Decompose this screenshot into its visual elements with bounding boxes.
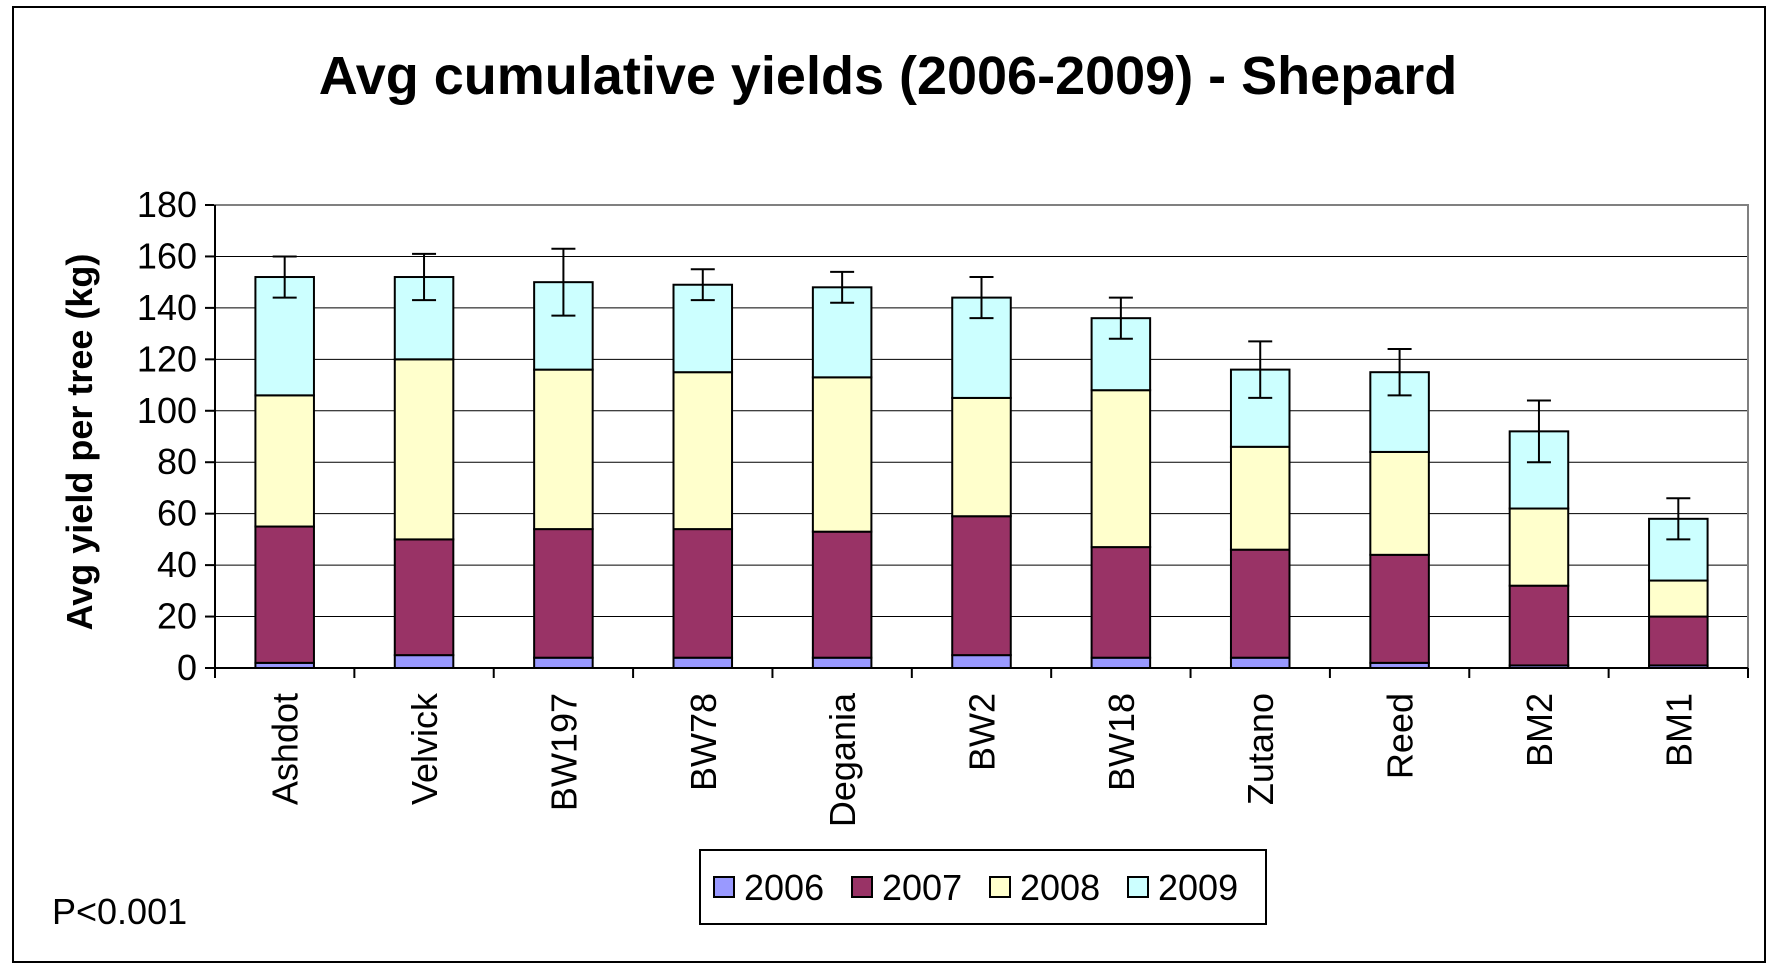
legend-label-2009: 2009	[1158, 867, 1238, 908]
legend-swatch-2006	[713, 876, 735, 898]
y-axis-label: Avg yield per tree (kg)	[59, 254, 100, 631]
bar-2007-BW2	[951, 515, 1012, 657]
bar-2008-Reed	[1369, 450, 1430, 556]
bar-2006-BW78	[672, 656, 734, 670]
y-tick-label: 100	[137, 390, 197, 431]
bar-2008-BW78	[672, 371, 734, 531]
bar-2007-Zutano	[1229, 548, 1291, 659]
legend-swatch-2008	[989, 876, 1011, 898]
bar-2006-Velvick	[393, 654, 455, 670]
bar-2006-Degania	[811, 656, 873, 670]
bar-2009-Zutano	[1229, 368, 1291, 448]
y-tick-label: 120	[137, 338, 197, 379]
legend-swatch-2007	[851, 876, 873, 898]
legend-label-2006: 2006	[744, 867, 824, 908]
bar-2008-Velvick	[393, 358, 455, 541]
x-tick-label: BW197	[543, 693, 584, 811]
bar-2006-BW2	[951, 654, 1012, 670]
bar-2008-BW18	[1090, 389, 1152, 549]
bar-2007-BM2	[1508, 584, 1570, 667]
bar-2008-Ashdot	[254, 394, 315, 528]
bar-2007-Reed	[1369, 553, 1430, 664]
chart-title: Avg cumulative yields (2006-2009) - Shep…	[319, 46, 1457, 106]
x-tick-label: Ashdot	[265, 693, 306, 805]
x-tick-label: BW78	[683, 693, 724, 791]
legend-label-2008: 2008	[1020, 867, 1100, 908]
bar-2008-BW197	[533, 368, 594, 531]
bar-2007-BM1	[1648, 615, 1709, 667]
bar-2007-BW78	[672, 528, 734, 659]
bar-2007-BW197	[533, 528, 594, 659]
legend-swatch-2009	[1127, 876, 1149, 898]
y-tick-label: 160	[137, 235, 197, 276]
bar-2008-BW2	[951, 396, 1012, 518]
bar-2007-Ashdot	[254, 525, 315, 664]
legend-label-2007: 2007	[882, 867, 962, 908]
legend: 2006 2007 2008 2009	[699, 849, 1267, 925]
plot-area: 0 20 40 60 80 100 120 140 160 180 Ashdot Velvick BW1…	[137, 184, 1749, 827]
x-tick-label: BM2	[1519, 693, 1560, 767]
bar-2008-Degania	[811, 376, 873, 533]
x-tick-label: Reed	[1380, 693, 1421, 779]
bar-2006-Zutano	[1229, 656, 1291, 670]
x-tick-label: Velvick	[404, 692, 445, 805]
y-tick-label: 140	[137, 287, 197, 328]
y-tick-label: 20	[157, 596, 197, 637]
y-tick-label: 80	[157, 441, 197, 482]
legend-box	[699, 849, 1267, 925]
x-tick-label: Zutano	[1240, 693, 1281, 805]
x-tick-label: BW18	[1101, 693, 1142, 791]
x-tick-label: Degania	[822, 692, 863, 827]
bar-2006-BW197	[533, 656, 594, 670]
y-tick-label: 40	[157, 544, 197, 585]
p-value-annotation: P<0.001	[52, 891, 187, 932]
y-tick-label: 60	[157, 493, 197, 534]
bar-2008-Zutano	[1229, 445, 1291, 551]
bar-2007-Degania	[811, 530, 873, 659]
x-tick-label: BM1	[1658, 693, 1699, 767]
y-tick-label: 180	[137, 184, 197, 225]
y-tick-label: 0	[177, 647, 197, 688]
x-tick-label: BW2	[962, 693, 1003, 771]
bar-2008-BM1	[1648, 579, 1709, 618]
bar-2007-BW18	[1090, 546, 1152, 659]
bar-2008-BM2	[1508, 507, 1570, 587]
bar-2007-Velvick	[393, 538, 455, 657]
bar-2006-BW18	[1090, 656, 1152, 670]
